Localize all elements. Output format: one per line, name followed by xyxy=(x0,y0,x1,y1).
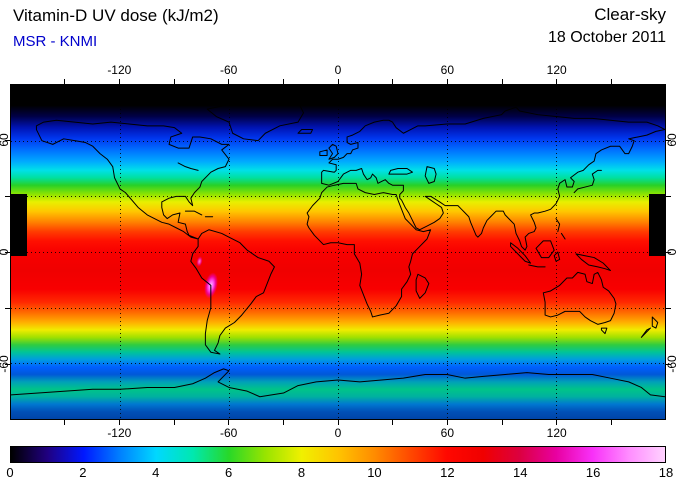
lon-tick-top xyxy=(64,79,66,84)
lat-tick-right xyxy=(666,195,671,197)
gridline-lat xyxy=(11,140,665,142)
lon-label-top: 120 xyxy=(546,63,567,77)
lon-label-bottom: 120 xyxy=(546,426,567,440)
lon-tick-top xyxy=(392,79,394,84)
lon-label-top: 60 xyxy=(440,63,455,77)
lat-tick-right xyxy=(666,251,671,253)
lon-label-top: -120 xyxy=(107,63,132,77)
lat-tick-right xyxy=(666,307,671,309)
lon-tick-top xyxy=(173,79,175,84)
coastlines xyxy=(11,85,665,419)
lon-label-bottom: 0 xyxy=(334,426,342,440)
lat-tick-left xyxy=(5,251,10,253)
colorbar xyxy=(10,446,666,463)
coast-antarctica-and-lines xyxy=(11,163,665,397)
lat-tick-right xyxy=(666,139,671,141)
world-uv-map xyxy=(10,84,666,420)
lon-tick-bottom xyxy=(282,420,284,425)
lon-tick-top xyxy=(446,79,448,84)
colorbar-tick-label: 12 xyxy=(440,465,455,480)
coast-americas-greenland xyxy=(36,100,303,354)
lon-tick-bottom xyxy=(337,420,339,425)
colorbar-tick-label: 14 xyxy=(512,465,528,480)
lon-tick-top xyxy=(337,79,339,84)
lon-label-top: -60 xyxy=(219,63,238,77)
lon-tick-top xyxy=(282,79,284,84)
lon-tick-top xyxy=(228,79,230,84)
lon-tick-bottom xyxy=(392,420,394,425)
lon-tick-bottom xyxy=(556,420,558,425)
colorbar-tick-label: 8 xyxy=(297,465,306,480)
lon-tick-bottom xyxy=(118,420,120,425)
lon-tick-bottom xyxy=(501,420,503,425)
missing-data-layer xyxy=(11,85,665,419)
colorbar-tick-label: 6 xyxy=(225,465,233,480)
gridline-lat xyxy=(11,196,665,198)
gridline-lat xyxy=(11,363,665,365)
lon-tick-bottom xyxy=(446,420,448,425)
gridline-lat xyxy=(11,307,665,309)
lon-label-bottom: -60 xyxy=(219,426,238,440)
colorbar-tick-label: 10 xyxy=(367,465,382,480)
lon-tick-top xyxy=(501,79,503,84)
lon-tick-bottom xyxy=(64,420,66,425)
lon-tick-bottom xyxy=(173,420,175,425)
coast-australia-islands xyxy=(298,130,658,338)
gridline-lat xyxy=(11,252,665,253)
lat-tick-right xyxy=(666,363,671,365)
missing-data-strip xyxy=(11,194,28,256)
lat-tick-left xyxy=(5,363,10,365)
colorbar-tick-label: 16 xyxy=(585,465,601,480)
colorbar-tick-label: 18 xyxy=(658,465,674,480)
lon-tick-bottom xyxy=(228,420,230,425)
lon-label-bottom: 60 xyxy=(440,426,455,440)
lat-tick-left xyxy=(5,307,10,309)
sky-condition: Clear-sky xyxy=(594,5,666,24)
coast-eurasia-africa xyxy=(307,107,665,317)
colorbar-tick-label: 2 xyxy=(79,465,87,480)
graticule-layer xyxy=(11,85,665,419)
missing-data-strip xyxy=(648,194,665,256)
lon-tick-top xyxy=(610,79,612,84)
colorbar-tick-label: 4 xyxy=(152,465,160,480)
lon-label-bottom: -120 xyxy=(107,426,132,440)
lon-tick-top xyxy=(556,79,558,84)
lat-tick-left xyxy=(5,139,10,141)
lon-label-top: 0 xyxy=(334,63,342,77)
lat-tick-left xyxy=(5,195,10,197)
lon-tick-bottom xyxy=(610,420,612,425)
chart-date: 18 October 2011 xyxy=(547,29,666,46)
colorbar-tick-label: 0 xyxy=(6,465,14,480)
chart-title: Vitamin-D UV dose (kJ/m2) xyxy=(13,6,219,25)
chart-source: MSR - KNMI xyxy=(13,33,98,50)
lon-tick-top xyxy=(118,79,120,84)
